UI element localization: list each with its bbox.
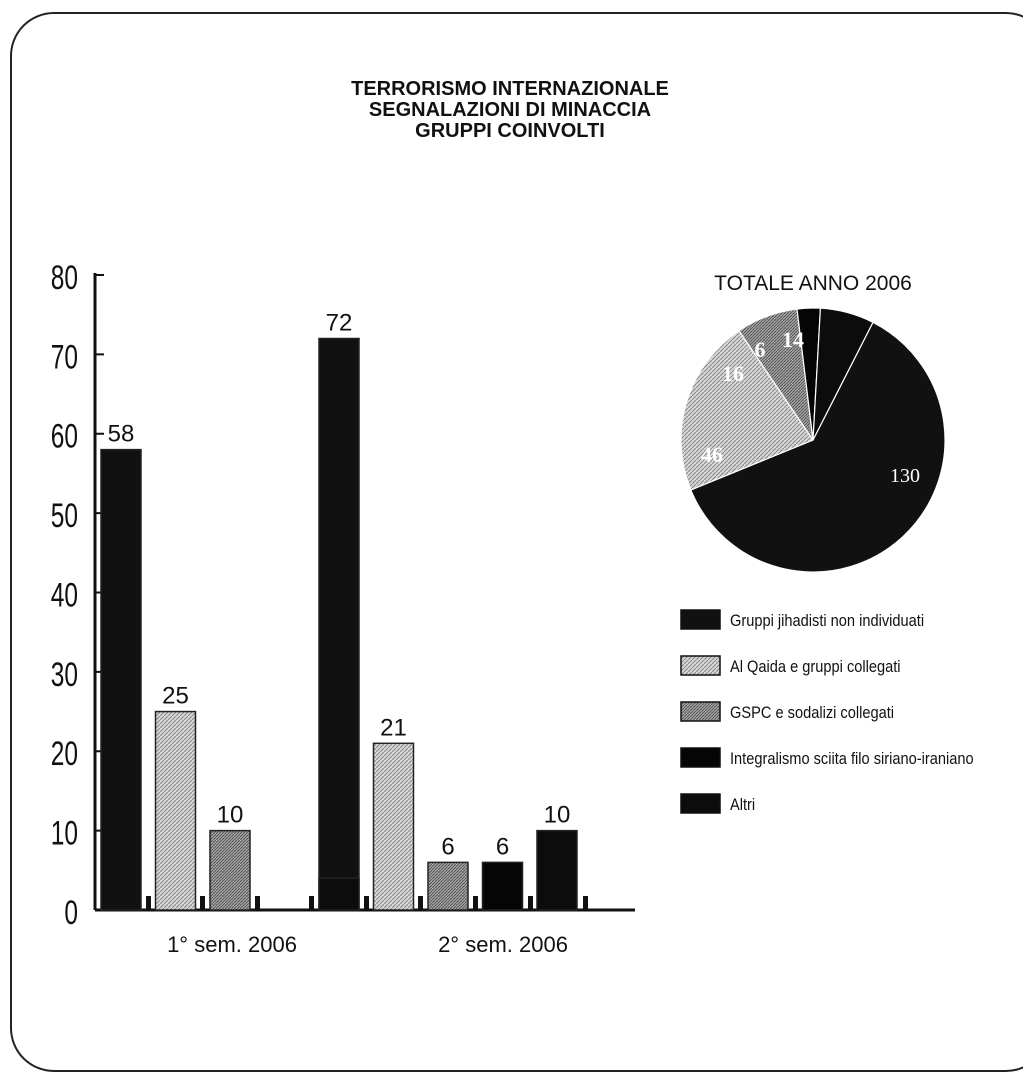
bar-jihadisti-2: [319, 339, 359, 911]
y-tick-label: 60: [51, 418, 78, 456]
x-category-label: 2° sem. 2006: [438, 932, 568, 957]
legend-label: GSPC e sodalizi collegati: [730, 704, 894, 722]
baseline-mark: [309, 896, 314, 910]
pie-slice-label: 14: [782, 327, 804, 352]
y-tick-label: 10: [51, 815, 78, 853]
y-tick-label: 80: [51, 259, 78, 297]
bar-value-label: 58: [108, 421, 135, 448]
bar-alqaida-2: [374, 743, 414, 910]
legend-swatch-jihadisti: [681, 610, 720, 629]
bar-gspc-1: [210, 831, 250, 910]
bar-value-label: 6: [496, 833, 509, 860]
bar-value-label: 4: [332, 849, 345, 876]
bar-value-label: 72: [326, 310, 353, 337]
bar-jihadisti-1: [101, 450, 141, 910]
baseline-mark: [255, 896, 260, 910]
legend: Gruppi jihadisti non individuati Al Qaida…: [681, 610, 974, 814]
y-tick-label: 50: [51, 497, 78, 535]
bar-value-label: 21: [380, 714, 407, 741]
legend-label: Gruppi jihadisti non individuati: [730, 612, 924, 630]
legend-swatch-alqaida: [681, 656, 720, 675]
bar-altri-1: [319, 878, 359, 910]
baseline-mark: [528, 896, 533, 910]
baseline-mark: [364, 896, 369, 910]
y-tick-label: 20: [51, 735, 78, 773]
chart-canvas: 0 10 20 30 40 50 60 70 80 58 72 25 21 10 6 6 4 10 1° sem. …: [0, 0, 1023, 1039]
bar-alqaida-1: [156, 712, 196, 910]
legend-label: Altri: [730, 796, 755, 814]
baseline-mark: [418, 896, 423, 910]
pie-slice-label: 6: [755, 337, 766, 362]
bar-sciita-2: [483, 862, 523, 910]
legend-label: Integralismo sciita filo siriano-iranian…: [730, 750, 974, 768]
bar-value-label: 10: [217, 802, 244, 829]
pie-chart: TOTALE ANNO 2006 130 46 16 6 14: [681, 272, 945, 572]
baseline-mark: [200, 896, 205, 910]
bar-gspc-2: [428, 862, 468, 910]
legend-label: Al Qaida e gruppi collegati: [730, 658, 901, 676]
baseline-mark: [473, 896, 478, 910]
pie-slice-label: 130: [890, 465, 920, 487]
pie-slice-label: 16: [722, 361, 744, 386]
bar-altri-2: [537, 831, 577, 910]
baseline-mark: [146, 896, 151, 910]
y-tick-label: 30: [51, 656, 78, 694]
bar-value-label: 25: [162, 683, 189, 710]
pie-title: TOTALE ANNO 2006: [714, 272, 912, 295]
pie-slice-label: 46: [701, 442, 723, 467]
y-tick-label: 0: [64, 894, 78, 932]
bar-value-label: 6: [441, 833, 454, 860]
legend-swatch-altri: [681, 794, 720, 813]
x-category-label: 1° sem. 2006: [167, 932, 297, 957]
y-tick-label: 40: [51, 577, 78, 615]
bar-value-label: 10: [544, 802, 571, 829]
legend-swatch-sciita: [681, 748, 720, 767]
baseline-mark: [583, 896, 588, 910]
bar-chart: 0 10 20 30 40 50 60 70 80 58 72 25 21 10 6 6 4 10 1° sem. …: [51, 259, 635, 957]
legend-swatch-gspc: [681, 702, 720, 721]
y-tick-label: 70: [51, 339, 78, 377]
